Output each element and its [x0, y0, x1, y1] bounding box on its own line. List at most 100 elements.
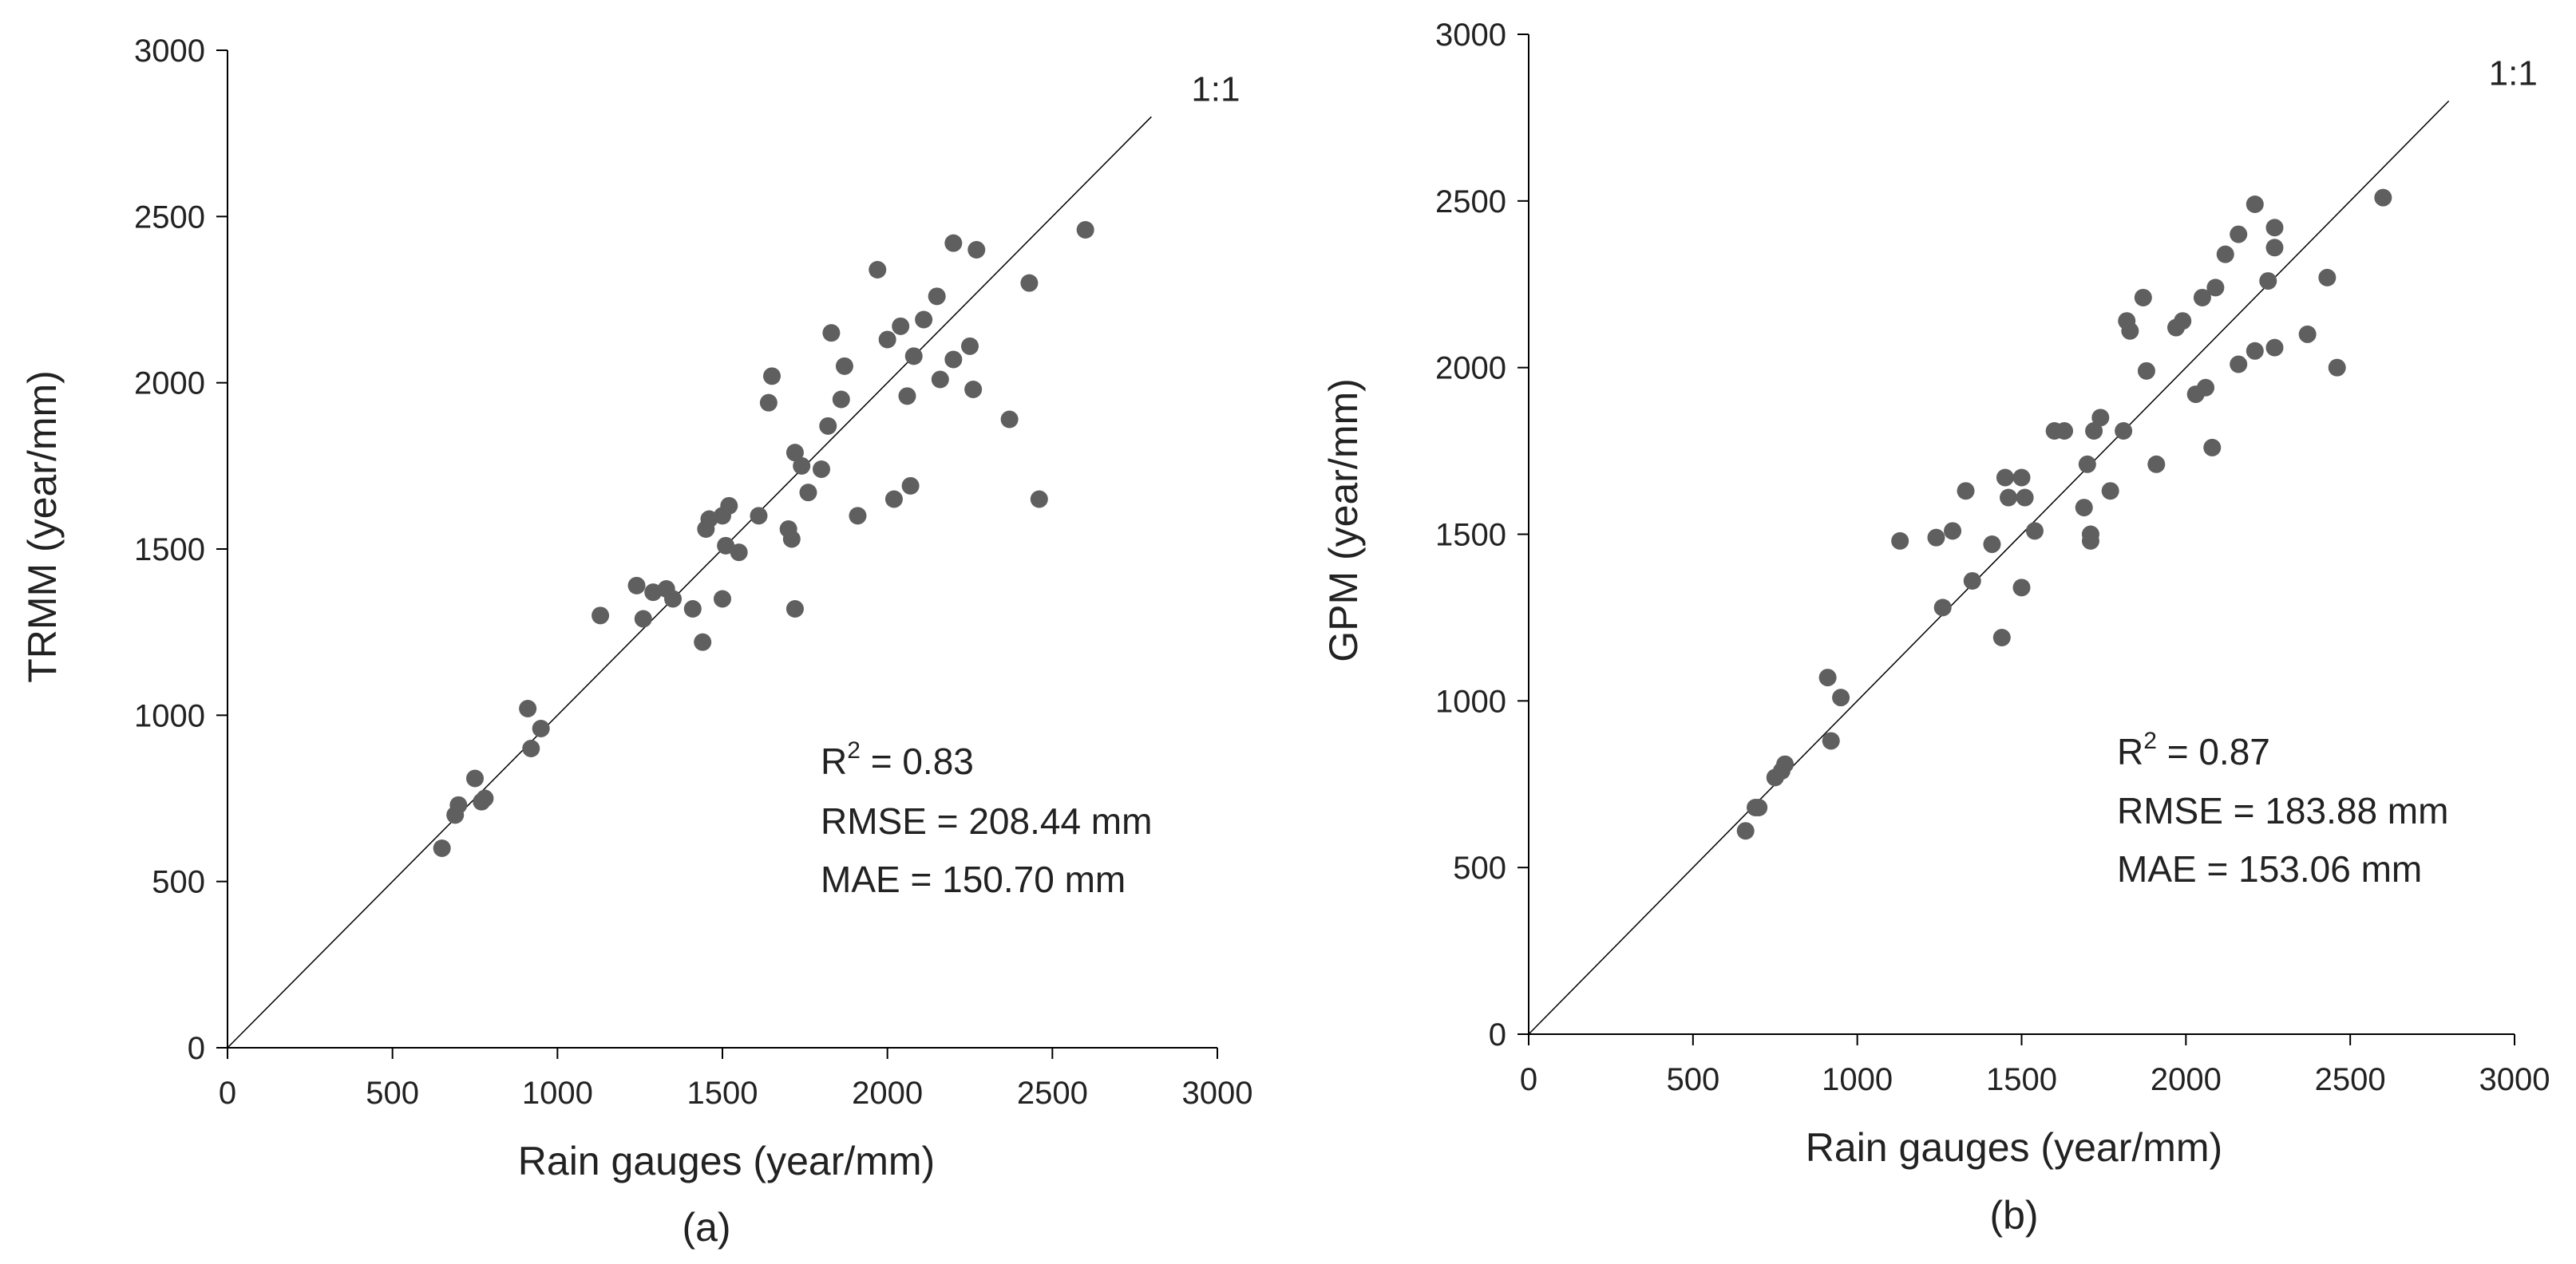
data-point [961, 337, 979, 355]
data-point [2101, 482, 2119, 500]
y-tick-label: 2000 [1435, 351, 1506, 386]
r2-value: = 0.87 [2157, 731, 2270, 772]
x-tick-label: 2500 [2315, 1062, 2386, 1097]
data-point [2012, 468, 2031, 487]
data-point [1963, 571, 1981, 590]
data-point [664, 590, 682, 608]
data-point [2206, 278, 2225, 297]
r2-prefix: R [2117, 731, 2143, 772]
data-point [813, 460, 830, 478]
data-point [931, 370, 949, 389]
y-tick-label: 0 [188, 1031, 205, 1066]
data-point [519, 700, 537, 717]
data-point [2016, 488, 2034, 507]
data-point [2374, 188, 2392, 207]
x-tick-label: 3000 [2479, 1062, 2550, 1097]
data-point [849, 507, 867, 525]
y-tick-label: 2500 [134, 199, 205, 235]
data-point [2197, 378, 2215, 397]
x-tick-label: 0 [219, 1076, 236, 1111]
data-point [1818, 669, 1837, 687]
data-point [1832, 689, 1850, 707]
data-point [2075, 499, 2093, 517]
data-point [944, 350, 963, 369]
data-point [2265, 239, 2284, 257]
data-point [799, 484, 817, 502]
stat-rmse: RMSE = 208.44 mm [821, 800, 1152, 842]
data-point [2081, 531, 2099, 550]
data-point [2085, 422, 2103, 440]
data-point [2147, 455, 2166, 473]
y-axis-label: GPM (year/mm) [1321, 378, 1366, 662]
data-point [1030, 490, 1048, 508]
x-axis-label: Rain gauges (year/mm) [518, 1139, 935, 1183]
data-point [1944, 522, 1962, 540]
data-point [2318, 268, 2337, 286]
x-tick-label: 1000 [1822, 1062, 1893, 1097]
r2-value: = 0.83 [861, 741, 974, 782]
data-point [2012, 579, 2031, 597]
stat-rmse: RMSE = 183.88 mm [2117, 790, 2448, 831]
stat-mae: MAE = 153.06 mm [2117, 848, 2422, 890]
data-point [2078, 455, 2096, 473]
data-point [785, 600, 804, 618]
stat-r2: R2 = 0.83 [821, 737, 974, 782]
data-point [1822, 732, 1840, 750]
data-point [904, 347, 923, 365]
data-point [892, 317, 910, 335]
data-point [2091, 409, 2110, 427]
data-point [2230, 225, 2248, 243]
data-point [2134, 288, 2152, 306]
x-tick-label: 3000 [1182, 1076, 1253, 1111]
data-point [1996, 468, 2014, 487]
data-point [532, 720, 550, 737]
one-to-one-line [227, 116, 1152, 1049]
data-point [1076, 221, 1094, 239]
x-tick-label: 2000 [2151, 1062, 2222, 1097]
data-point [750, 507, 768, 525]
data-point [2121, 322, 2139, 340]
data-point [634, 610, 652, 628]
data-point [2265, 338, 2284, 357]
data-point [1736, 822, 1755, 840]
y-tick-label: 2500 [1435, 184, 1506, 219]
one-to-one-label: 1:1 [1191, 69, 1240, 109]
data-point [2025, 522, 2044, 540]
data-point [694, 633, 712, 651]
data-point [449, 796, 468, 814]
data-point [964, 381, 983, 398]
data-point [1000, 410, 1019, 429]
data-point [793, 456, 811, 475]
y-tick-label: 1000 [1435, 684, 1506, 719]
data-point [476, 789, 494, 808]
data-point [2000, 488, 2018, 507]
r2-prefix: R [821, 741, 847, 782]
data-point [967, 241, 986, 259]
data-point [720, 496, 738, 515]
data-point [2216, 245, 2234, 263]
data-point [944, 234, 963, 252]
y-tick-label: 3000 [134, 34, 205, 69]
x-tick-label: 2500 [1017, 1076, 1088, 1111]
data-point [884, 490, 903, 508]
data-point [522, 740, 540, 757]
data-point [1983, 535, 2001, 554]
data-point [714, 590, 731, 608]
x-tick-label: 2000 [852, 1076, 923, 1111]
y-tick-label: 1000 [134, 698, 205, 733]
y-tick-label: 500 [152, 865, 205, 900]
data-point [928, 287, 946, 306]
data-point [700, 510, 718, 528]
data-point [2203, 438, 2222, 456]
data-point [730, 543, 748, 562]
panel-label: (a) [682, 1205, 730, 1250]
data-point [869, 261, 887, 278]
r2-superscript: 2 [2143, 728, 2157, 754]
y-tick-label: 0 [1489, 1017, 1506, 1053]
data-point [2246, 196, 2264, 214]
x-tick-label: 0 [1520, 1062, 1537, 1097]
data-point [2193, 288, 2211, 306]
data-point [2115, 422, 2133, 440]
stat-mae: MAE = 150.70 mm [821, 859, 1126, 900]
